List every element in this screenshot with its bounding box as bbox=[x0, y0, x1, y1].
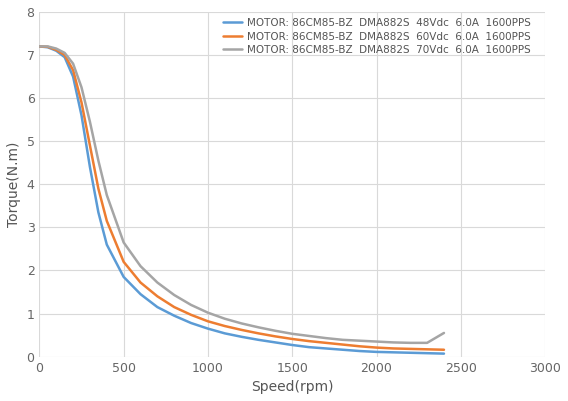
MOTOR: 86CM85-BZ  DMA882S  48Vdc  6.0A  1600PPS: (1.8e+03, 0.16): 86CM85-BZ DMA882S 48Vdc 6.0A 1600PPS: (1… bbox=[340, 347, 346, 352]
MOTOR: 86CM85-BZ  DMA882S  48Vdc  6.0A  1600PPS: (250, 5.6): 86CM85-BZ DMA882S 48Vdc 6.0A 1600PPS: (2… bbox=[78, 113, 85, 118]
MOTOR: 86CM85-BZ  DMA882S  48Vdc  6.0A  1600PPS: (2.1e+03, 0.1): 86CM85-BZ DMA882S 48Vdc 6.0A 1600PPS: (2… bbox=[390, 350, 397, 355]
MOTOR: 86CM85-BZ  DMA882S  48Vdc  6.0A  1600PPS: (600, 1.45): 86CM85-BZ DMA882S 48Vdc 6.0A 1600PPS: (6… bbox=[137, 292, 144, 297]
MOTOR: 86CM85-BZ  DMA882S  48Vdc  6.0A  1600PPS: (1.4e+03, 0.33): 86CM85-BZ DMA882S 48Vdc 6.0A 1600PPS: (1… bbox=[272, 340, 279, 345]
MOTOR: 86CM85-BZ  DMA882S  60Vdc  6.0A  1600PPS: (700, 1.4): 86CM85-BZ DMA882S 60Vdc 6.0A 1600PPS: (7… bbox=[154, 294, 161, 299]
MOTOR: 86CM85-BZ  DMA882S  70Vdc  6.0A  1600PPS: (1.7e+03, 0.43): 86CM85-BZ DMA882S 70Vdc 6.0A 1600PPS: (1… bbox=[323, 336, 329, 340]
MOTOR: 86CM85-BZ  DMA882S  60Vdc  6.0A  1600PPS: (1.7e+03, 0.32): 86CM85-BZ DMA882S 60Vdc 6.0A 1600PPS: (1… bbox=[323, 340, 329, 345]
MOTOR: 86CM85-BZ  DMA882S  60Vdc  6.0A  1600PPS: (100, 7.12): 86CM85-BZ DMA882S 60Vdc 6.0A 1600PPS: (1… bbox=[53, 47, 60, 52]
Line: MOTOR: 86CM85-BZ  DMA882S  48Vdc  6.0A  1600PPS: MOTOR: 86CM85-BZ DMA882S 48Vdc 6.0A 1600… bbox=[39, 47, 444, 354]
MOTOR: 86CM85-BZ  DMA882S  60Vdc  6.0A  1600PPS: (2.4e+03, 0.16): 86CM85-BZ DMA882S 60Vdc 6.0A 1600PPS: (2… bbox=[441, 347, 448, 352]
MOTOR: 86CM85-BZ  DMA882S  48Vdc  6.0A  1600PPS: (1.3e+03, 0.39): 86CM85-BZ DMA882S 48Vdc 6.0A 1600PPS: (1… bbox=[255, 337, 262, 342]
Y-axis label: Torque(N.m): Torque(N.m) bbox=[7, 142, 21, 227]
MOTOR: 86CM85-BZ  DMA882S  48Vdc  6.0A  1600PPS: (200, 6.5): 86CM85-BZ DMA882S 48Vdc 6.0A 1600PPS: (2… bbox=[70, 74, 77, 79]
MOTOR: 86CM85-BZ  DMA882S  70Vdc  6.0A  1600PPS: (350, 4.55): 86CM85-BZ DMA882S 70Vdc 6.0A 1600PPS: (3… bbox=[95, 158, 102, 163]
MOTOR: 86CM85-BZ  DMA882S  70Vdc  6.0A  1600PPS: (1.2e+03, 0.77): 86CM85-BZ DMA882S 70Vdc 6.0A 1600PPS: (1… bbox=[238, 321, 245, 326]
MOTOR: 86CM85-BZ  DMA882S  70Vdc  6.0A  1600PPS: (2.1e+03, 0.33): 86CM85-BZ DMA882S 70Vdc 6.0A 1600PPS: (2… bbox=[390, 340, 397, 345]
MOTOR: 86CM85-BZ  DMA882S  48Vdc  6.0A  1600PPS: (1.9e+03, 0.13): 86CM85-BZ DMA882S 48Vdc 6.0A 1600PPS: (1… bbox=[356, 348, 363, 353]
MOTOR: 86CM85-BZ  DMA882S  60Vdc  6.0A  1600PPS: (600, 1.72): 86CM85-BZ DMA882S 60Vdc 6.0A 1600PPS: (6… bbox=[137, 280, 144, 285]
MOTOR: 86CM85-BZ  DMA882S  60Vdc  6.0A  1600PPS: (900, 0.97): 86CM85-BZ DMA882S 60Vdc 6.0A 1600PPS: (9… bbox=[187, 312, 194, 317]
MOTOR: 86CM85-BZ  DMA882S  48Vdc  6.0A  1600PPS: (1.7e+03, 0.19): 86CM85-BZ DMA882S 48Vdc 6.0A 1600PPS: (1… bbox=[323, 346, 329, 351]
MOTOR: 86CM85-BZ  DMA882S  70Vdc  6.0A  1600PPS: (200, 6.8): 86CM85-BZ DMA882S 70Vdc 6.0A 1600PPS: (2… bbox=[70, 61, 77, 66]
MOTOR: 86CM85-BZ  DMA882S  70Vdc  6.0A  1600PPS: (400, 3.75): 86CM85-BZ DMA882S 70Vdc 6.0A 1600PPS: (4… bbox=[103, 192, 110, 197]
MOTOR: 86CM85-BZ  DMA882S  70Vdc  6.0A  1600PPS: (1.5e+03, 0.53): 86CM85-BZ DMA882S 70Vdc 6.0A 1600PPS: (1… bbox=[289, 331, 296, 336]
MOTOR: 86CM85-BZ  DMA882S  70Vdc  6.0A  1600PPS: (1.1e+03, 0.88): 86CM85-BZ DMA882S 70Vdc 6.0A 1600PPS: (1… bbox=[222, 316, 228, 321]
MOTOR: 86CM85-BZ  DMA882S  60Vdc  6.0A  1600PPS: (800, 1.15): 86CM85-BZ DMA882S 60Vdc 6.0A 1600PPS: (8… bbox=[171, 305, 178, 310]
MOTOR: 86CM85-BZ  DMA882S  70Vdc  6.0A  1600PPS: (500, 2.65): 86CM85-BZ DMA882S 70Vdc 6.0A 1600PPS: (5… bbox=[120, 240, 127, 245]
MOTOR: 86CM85-BZ  DMA882S  60Vdc  6.0A  1600PPS: (250, 5.9): 86CM85-BZ DMA882S 60Vdc 6.0A 1600PPS: (2… bbox=[78, 100, 85, 105]
MOTOR: 86CM85-BZ  DMA882S  48Vdc  6.0A  1600PPS: (350, 3.35): 86CM85-BZ DMA882S 48Vdc 6.0A 1600PPS: (3… bbox=[95, 210, 102, 215]
MOTOR: 86CM85-BZ  DMA882S  70Vdc  6.0A  1600PPS: (2e+03, 0.35): 86CM85-BZ DMA882S 70Vdc 6.0A 1600PPS: (2… bbox=[373, 339, 380, 344]
MOTOR: 86CM85-BZ  DMA882S  70Vdc  6.0A  1600PPS: (0, 7.2): 86CM85-BZ DMA882S 70Vdc 6.0A 1600PPS: (0… bbox=[36, 44, 43, 49]
MOTOR: 86CM85-BZ  DMA882S  48Vdc  6.0A  1600PPS: (50, 7.18): 86CM85-BZ DMA882S 48Vdc 6.0A 1600PPS: (5… bbox=[44, 45, 51, 50]
MOTOR: 86CM85-BZ  DMA882S  48Vdc  6.0A  1600PPS: (2e+03, 0.11): 86CM85-BZ DMA882S 48Vdc 6.0A 1600PPS: (2… bbox=[373, 350, 380, 354]
MOTOR: 86CM85-BZ  DMA882S  70Vdc  6.0A  1600PPS: (1.6e+03, 0.48): 86CM85-BZ DMA882S 70Vdc 6.0A 1600PPS: (1… bbox=[306, 334, 312, 338]
MOTOR: 86CM85-BZ  DMA882S  60Vdc  6.0A  1600PPS: (300, 4.9): 86CM85-BZ DMA882S 60Vdc 6.0A 1600PPS: (3… bbox=[86, 143, 93, 148]
MOTOR: 86CM85-BZ  DMA882S  70Vdc  6.0A  1600PPS: (300, 5.45): 86CM85-BZ DMA882S 70Vdc 6.0A 1600PPS: (3… bbox=[86, 119, 93, 124]
MOTOR: 86CM85-BZ  DMA882S  60Vdc  6.0A  1600PPS: (50, 7.19): 86CM85-BZ DMA882S 60Vdc 6.0A 1600PPS: (5… bbox=[44, 45, 51, 49]
MOTOR: 86CM85-BZ  DMA882S  60Vdc  6.0A  1600PPS: (1.2e+03, 0.62): 86CM85-BZ DMA882S 60Vdc 6.0A 1600PPS: (1… bbox=[238, 328, 245, 332]
MOTOR: 86CM85-BZ  DMA882S  60Vdc  6.0A  1600PPS: (1.6e+03, 0.36): 86CM85-BZ DMA882S 60Vdc 6.0A 1600PPS: (1… bbox=[306, 339, 312, 344]
MOTOR: 86CM85-BZ  DMA882S  70Vdc  6.0A  1600PPS: (600, 2.1): 86CM85-BZ DMA882S 70Vdc 6.0A 1600PPS: (6… bbox=[137, 264, 144, 269]
MOTOR: 86CM85-BZ  DMA882S  60Vdc  6.0A  1600PPS: (1.1e+03, 0.71): 86CM85-BZ DMA882S 60Vdc 6.0A 1600PPS: (1… bbox=[222, 324, 228, 328]
MOTOR: 86CM85-BZ  DMA882S  70Vdc  6.0A  1600PPS: (1e+03, 1.02): 86CM85-BZ DMA882S 70Vdc 6.0A 1600PPS: (1… bbox=[204, 310, 211, 315]
MOTOR: 86CM85-BZ  DMA882S  60Vdc  6.0A  1600PPS: (400, 3.15): 86CM85-BZ DMA882S 60Vdc 6.0A 1600PPS: (4… bbox=[103, 219, 110, 223]
MOTOR: 86CM85-BZ  DMA882S  60Vdc  6.0A  1600PPS: (500, 2.2): 86CM85-BZ DMA882S 60Vdc 6.0A 1600PPS: (5… bbox=[120, 259, 127, 264]
MOTOR: 86CM85-BZ  DMA882S  48Vdc  6.0A  1600PPS: (400, 2.6): 86CM85-BZ DMA882S 48Vdc 6.0A 1600PPS: (4… bbox=[103, 242, 110, 247]
MOTOR: 86CM85-BZ  DMA882S  60Vdc  6.0A  1600PPS: (1.4e+03, 0.47): 86CM85-BZ DMA882S 60Vdc 6.0A 1600PPS: (1… bbox=[272, 334, 279, 339]
MOTOR: 86CM85-BZ  DMA882S  48Vdc  6.0A  1600PPS: (700, 1.15): 86CM85-BZ DMA882S 48Vdc 6.0A 1600PPS: (7… bbox=[154, 305, 161, 310]
MOTOR: 86CM85-BZ  DMA882S  48Vdc  6.0A  1600PPS: (300, 4.4): 86CM85-BZ DMA882S 48Vdc 6.0A 1600PPS: (3… bbox=[86, 165, 93, 170]
MOTOR: 86CM85-BZ  DMA882S  60Vdc  6.0A  1600PPS: (200, 6.65): 86CM85-BZ DMA882S 60Vdc 6.0A 1600PPS: (2… bbox=[70, 68, 77, 73]
MOTOR: 86CM85-BZ  DMA882S  60Vdc  6.0A  1600PPS: (2.2e+03, 0.18): 86CM85-BZ DMA882S 60Vdc 6.0A 1600PPS: (2… bbox=[407, 346, 414, 351]
MOTOR: 86CM85-BZ  DMA882S  60Vdc  6.0A  1600PPS: (2.3e+03, 0.17): 86CM85-BZ DMA882S 60Vdc 6.0A 1600PPS: (2… bbox=[424, 347, 431, 352]
MOTOR: 86CM85-BZ  DMA882S  70Vdc  6.0A  1600PPS: (2.2e+03, 0.32): 86CM85-BZ DMA882S 70Vdc 6.0A 1600PPS: (2… bbox=[407, 340, 414, 345]
MOTOR: 86CM85-BZ  DMA882S  48Vdc  6.0A  1600PPS: (800, 0.95): 86CM85-BZ DMA882S 48Vdc 6.0A 1600PPS: (8… bbox=[171, 313, 178, 318]
MOTOR: 86CM85-BZ  DMA882S  48Vdc  6.0A  1600PPS: (2.3e+03, 0.08): 86CM85-BZ DMA882S 48Vdc 6.0A 1600PPS: (2… bbox=[424, 351, 431, 356]
MOTOR: 86CM85-BZ  DMA882S  48Vdc  6.0A  1600PPS: (500, 1.85): 86CM85-BZ DMA882S 48Vdc 6.0A 1600PPS: (5… bbox=[120, 275, 127, 279]
MOTOR: 86CM85-BZ  DMA882S  70Vdc  6.0A  1600PPS: (100, 7.15): 86CM85-BZ DMA882S 70Vdc 6.0A 1600PPS: (1… bbox=[53, 46, 60, 51]
MOTOR: 86CM85-BZ  DMA882S  70Vdc  6.0A  1600PPS: (2.3e+03, 0.32): 86CM85-BZ DMA882S 70Vdc 6.0A 1600PPS: (2… bbox=[424, 340, 431, 345]
MOTOR: 86CM85-BZ  DMA882S  60Vdc  6.0A  1600PPS: (1.8e+03, 0.28): 86CM85-BZ DMA882S 60Vdc 6.0A 1600PPS: (1… bbox=[340, 342, 346, 347]
X-axis label: Speed(rpm): Speed(rpm) bbox=[251, 380, 333, 394]
MOTOR: 86CM85-BZ  DMA882S  70Vdc  6.0A  1600PPS: (1.4e+03, 0.6): 86CM85-BZ DMA882S 70Vdc 6.0A 1600PPS: (1… bbox=[272, 328, 279, 333]
Legend: MOTOR: 86CM85-BZ  DMA882S  48Vdc  6.0A  1600PPS, MOTOR: 86CM85-BZ  DMA882S  60Vd: MOTOR: 86CM85-BZ DMA882S 48Vdc 6.0A 1600… bbox=[219, 14, 535, 59]
MOTOR: 86CM85-BZ  DMA882S  48Vdc  6.0A  1600PPS: (0, 7.2): 86CM85-BZ DMA882S 48Vdc 6.0A 1600PPS: (0… bbox=[36, 44, 43, 49]
MOTOR: 86CM85-BZ  DMA882S  70Vdc  6.0A  1600PPS: (1.8e+03, 0.39): 86CM85-BZ DMA882S 70Vdc 6.0A 1600PPS: (1… bbox=[340, 337, 346, 342]
MOTOR: 86CM85-BZ  DMA882S  70Vdc  6.0A  1600PPS: (250, 6.25): 86CM85-BZ DMA882S 70Vdc 6.0A 1600PPS: (2… bbox=[78, 85, 85, 90]
MOTOR: 86CM85-BZ  DMA882S  60Vdc  6.0A  1600PPS: (1.9e+03, 0.24): 86CM85-BZ DMA882S 60Vdc 6.0A 1600PPS: (1… bbox=[356, 344, 363, 349]
MOTOR: 86CM85-BZ  DMA882S  48Vdc  6.0A  1600PPS: (1.5e+03, 0.27): 86CM85-BZ DMA882S 48Vdc 6.0A 1600PPS: (1… bbox=[289, 342, 296, 347]
MOTOR: 86CM85-BZ  DMA882S  48Vdc  6.0A  1600PPS: (150, 6.95): 86CM85-BZ DMA882S 48Vdc 6.0A 1600PPS: (1… bbox=[61, 55, 68, 60]
MOTOR: 86CM85-BZ  DMA882S  60Vdc  6.0A  1600PPS: (2.1e+03, 0.19): 86CM85-BZ DMA882S 60Vdc 6.0A 1600PPS: (2… bbox=[390, 346, 397, 351]
MOTOR: 86CM85-BZ  DMA882S  60Vdc  6.0A  1600PPS: (2e+03, 0.21): 86CM85-BZ DMA882S 60Vdc 6.0A 1600PPS: (2… bbox=[373, 345, 380, 350]
MOTOR: 86CM85-BZ  DMA882S  60Vdc  6.0A  1600PPS: (1.3e+03, 0.54): 86CM85-BZ DMA882S 60Vdc 6.0A 1600PPS: (1… bbox=[255, 331, 262, 336]
MOTOR: 86CM85-BZ  DMA882S  48Vdc  6.0A  1600PPS: (100, 7.1): 86CM85-BZ DMA882S 48Vdc 6.0A 1600PPS: (1… bbox=[53, 48, 60, 53]
MOTOR: 86CM85-BZ  DMA882S  70Vdc  6.0A  1600PPS: (900, 1.2): 86CM85-BZ DMA882S 70Vdc 6.0A 1600PPS: (9… bbox=[187, 302, 194, 307]
MOTOR: 86CM85-BZ  DMA882S  70Vdc  6.0A  1600PPS: (1.9e+03, 0.37): 86CM85-BZ DMA882S 70Vdc 6.0A 1600PPS: (1… bbox=[356, 338, 363, 343]
MOTOR: 86CM85-BZ  DMA882S  48Vdc  6.0A  1600PPS: (900, 0.78): 86CM85-BZ DMA882S 48Vdc 6.0A 1600PPS: (9… bbox=[187, 321, 194, 326]
MOTOR: 86CM85-BZ  DMA882S  70Vdc  6.0A  1600PPS: (150, 7.05): 86CM85-BZ DMA882S 70Vdc 6.0A 1600PPS: (1… bbox=[61, 51, 68, 55]
MOTOR: 86CM85-BZ  DMA882S  48Vdc  6.0A  1600PPS: (1.2e+03, 0.46): 86CM85-BZ DMA882S 48Vdc 6.0A 1600PPS: (1… bbox=[238, 334, 245, 339]
Line: MOTOR: 86CM85-BZ  DMA882S  60Vdc  6.0A  1600PPS: MOTOR: 86CM85-BZ DMA882S 60Vdc 6.0A 1600… bbox=[39, 47, 444, 350]
MOTOR: 86CM85-BZ  DMA882S  60Vdc  6.0A  1600PPS: (1.5e+03, 0.41): 86CM85-BZ DMA882S 60Vdc 6.0A 1600PPS: (1… bbox=[289, 336, 296, 341]
MOTOR: 86CM85-BZ  DMA882S  70Vdc  6.0A  1600PPS: (1.3e+03, 0.68): 86CM85-BZ DMA882S 70Vdc 6.0A 1600PPS: (1… bbox=[255, 325, 262, 330]
MOTOR: 86CM85-BZ  DMA882S  60Vdc  6.0A  1600PPS: (1e+03, 0.82): 86CM85-BZ DMA882S 60Vdc 6.0A 1600PPS: (1… bbox=[204, 319, 211, 324]
MOTOR: 86CM85-BZ  DMA882S  60Vdc  6.0A  1600PPS: (150, 7): 86CM85-BZ DMA882S 60Vdc 6.0A 1600PPS: (1… bbox=[61, 53, 68, 57]
MOTOR: 86CM85-BZ  DMA882S  70Vdc  6.0A  1600PPS: (50, 7.2): 86CM85-BZ DMA882S 70Vdc 6.0A 1600PPS: (5… bbox=[44, 44, 51, 49]
MOTOR: 86CM85-BZ  DMA882S  60Vdc  6.0A  1600PPS: (350, 3.9): 86CM85-BZ DMA882S 60Vdc 6.0A 1600PPS: (3… bbox=[95, 186, 102, 191]
MOTOR: 86CM85-BZ  DMA882S  70Vdc  6.0A  1600PPS: (800, 1.43): 86CM85-BZ DMA882S 70Vdc 6.0A 1600PPS: (8… bbox=[171, 293, 178, 298]
MOTOR: 86CM85-BZ  DMA882S  70Vdc  6.0A  1600PPS: (2.4e+03, 0.55): 86CM85-BZ DMA882S 70Vdc 6.0A 1600PPS: (2… bbox=[441, 330, 448, 335]
MOTOR: 86CM85-BZ  DMA882S  48Vdc  6.0A  1600PPS: (1e+03, 0.65): 86CM85-BZ DMA882S 48Vdc 6.0A 1600PPS: (1… bbox=[204, 326, 211, 331]
Line: MOTOR: 86CM85-BZ  DMA882S  70Vdc  6.0A  1600PPS: MOTOR: 86CM85-BZ DMA882S 70Vdc 6.0A 1600… bbox=[39, 47, 444, 343]
MOTOR: 86CM85-BZ  DMA882S  48Vdc  6.0A  1600PPS: (2.4e+03, 0.07): 86CM85-BZ DMA882S 48Vdc 6.0A 1600PPS: (2… bbox=[441, 351, 448, 356]
MOTOR: 86CM85-BZ  DMA882S  48Vdc  6.0A  1600PPS: (2.2e+03, 0.09): 86CM85-BZ DMA882S 48Vdc 6.0A 1600PPS: (2… bbox=[407, 350, 414, 355]
MOTOR: 86CM85-BZ  DMA882S  70Vdc  6.0A  1600PPS: (700, 1.72): 86CM85-BZ DMA882S 70Vdc 6.0A 1600PPS: (7… bbox=[154, 280, 161, 285]
MOTOR: 86CM85-BZ  DMA882S  48Vdc  6.0A  1600PPS: (1.6e+03, 0.22): 86CM85-BZ DMA882S 48Vdc 6.0A 1600PPS: (1… bbox=[306, 345, 312, 350]
MOTOR: 86CM85-BZ  DMA882S  48Vdc  6.0A  1600PPS: (1.1e+03, 0.54): 86CM85-BZ DMA882S 48Vdc 6.0A 1600PPS: (1… bbox=[222, 331, 228, 336]
MOTOR: 86CM85-BZ  DMA882S  60Vdc  6.0A  1600PPS: (0, 7.2): 86CM85-BZ DMA882S 60Vdc 6.0A 1600PPS: (0… bbox=[36, 44, 43, 49]
